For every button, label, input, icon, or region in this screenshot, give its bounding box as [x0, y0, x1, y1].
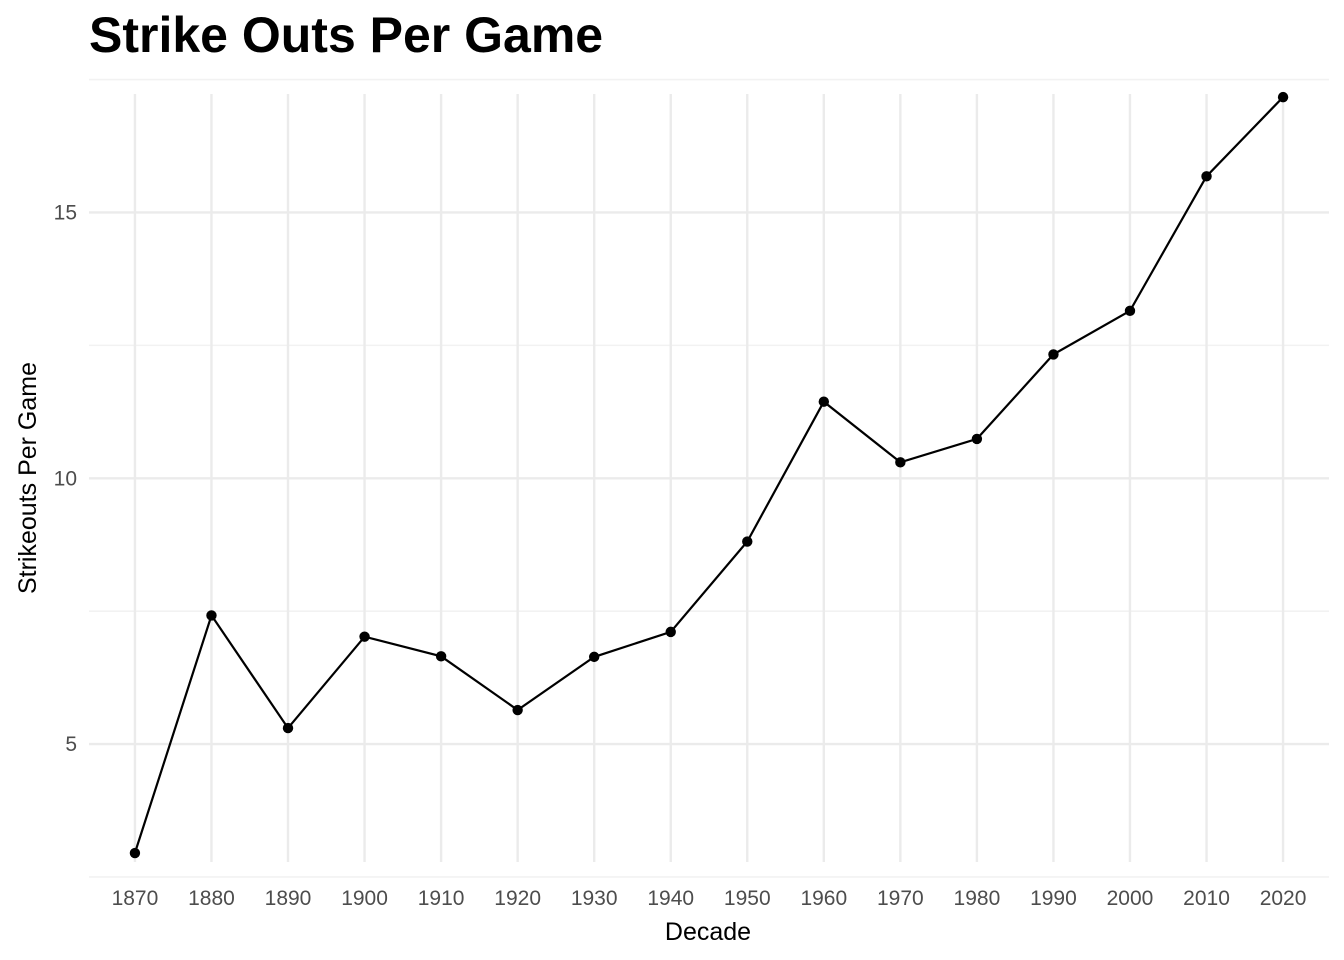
data-point: [665, 626, 676, 638]
x-tick-label: 2010: [1183, 887, 1230, 910]
x-tick-label: 1890: [265, 887, 312, 910]
y-axis-title: Strikeouts Per Game: [14, 362, 42, 594]
x-tick-label: 2000: [1107, 887, 1154, 910]
data-point: [435, 651, 447, 662]
x-tick-label: 1920: [494, 887, 541, 910]
x-tick-label: 1910: [418, 887, 465, 910]
x-tick-label: 1980: [954, 887, 1001, 910]
data-point: [1124, 305, 1136, 317]
x-tick-label: 2020: [1260, 887, 1307, 910]
y-tick-label: 10: [54, 467, 77, 490]
x-tick-label: 1900: [341, 887, 388, 910]
x-tick-label: 1940: [647, 887, 694, 910]
x-tick-label: 1880: [188, 887, 235, 910]
x-tick-label: 1870: [112, 887, 159, 910]
x-axis-title: Decade: [665, 918, 751, 946]
data-point: [206, 610, 217, 621]
grid: [89, 78, 1329, 878]
x-tick-label: 1990: [1030, 887, 1077, 910]
data-point: [895, 457, 906, 468]
data-point: [282, 722, 294, 734]
data-point: [512, 704, 523, 716]
x-tick-label: 1950: [724, 887, 771, 910]
data-point: [359, 631, 370, 642]
y-tick-label: 5: [65, 733, 77, 756]
data-point: [818, 396, 830, 407]
series-strikeouts: [129, 91, 1289, 859]
data-point: [1201, 171, 1212, 182]
x-tick-label: 1930: [571, 887, 618, 910]
series-line: [133, 96, 1284, 854]
data-point: [742, 536, 753, 547]
chart-title: Strike Outs Per Game: [89, 7, 603, 63]
x-axis-tick-labels: 1870 1880 1890 1900 1910 1920 1930 1940 1950 1960…: [112, 887, 1307, 910]
data-point: [971, 433, 983, 445]
x-tick-label: 1960: [800, 887, 847, 910]
data-point: [1277, 91, 1289, 103]
y-axis-tick-labels: 5 10 15: [54, 201, 77, 756]
data-point: [129, 847, 141, 859]
y-tick-label: 15: [54, 201, 77, 224]
x-tick-label: 1970: [877, 887, 924, 910]
data-point: [1048, 349, 1059, 360]
data-point: [588, 651, 600, 663]
